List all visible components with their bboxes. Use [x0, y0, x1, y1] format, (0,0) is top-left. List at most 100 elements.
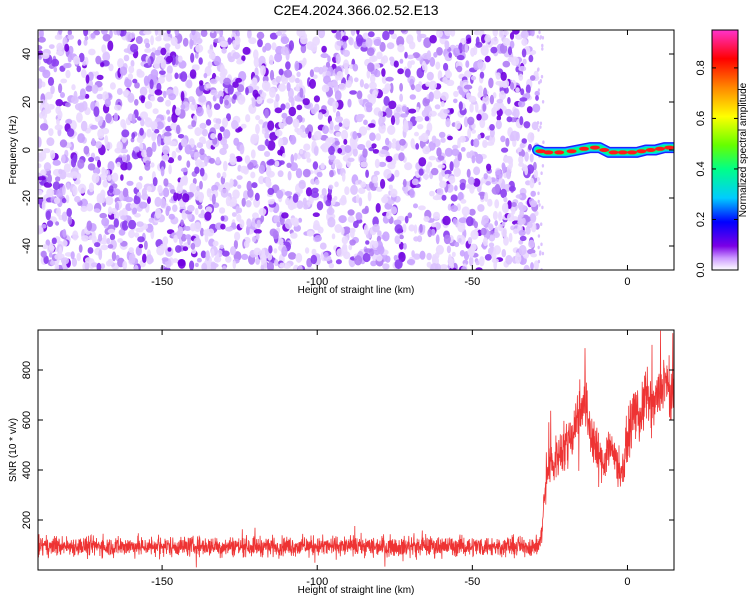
noise-speckle: [176, 124, 181, 135]
noise-speckle: [191, 120, 197, 128]
noise-speckle: [445, 118, 451, 128]
noise-speckle: [196, 142, 204, 149]
noise-speckle: [517, 147, 522, 153]
noise-speckle: [542, 140, 545, 144]
spectrogram-y-tick-label: 40: [21, 48, 33, 60]
noise-speckle: [459, 135, 466, 143]
noise-speckle: [132, 207, 138, 215]
noise-speckle: [93, 106, 100, 117]
noise-speckle: [258, 119, 264, 125]
noise-speckle: [508, 232, 513, 243]
noise-speckle: [334, 140, 340, 146]
noise-speckle: [343, 138, 348, 145]
noise-speckle: [140, 95, 145, 104]
noise-speckle: [47, 76, 55, 86]
noise-speckle: [104, 135, 109, 145]
noise-speckle: [337, 147, 343, 154]
noise-speckle: [444, 30, 452, 37]
noise-speckle: [225, 255, 232, 263]
noise-speckle: [80, 120, 88, 132]
noise-speckle: [368, 123, 376, 128]
noise-speckle: [255, 233, 260, 240]
noise-speckle: [406, 34, 414, 45]
noise-speckle: [58, 253, 65, 259]
noise-speckle: [38, 137, 42, 148]
noise-speckle: [90, 32, 96, 39]
noise-speckle: [48, 128, 54, 137]
noise-speckle: [130, 202, 138, 210]
noise-speckle: [483, 87, 488, 98]
noise-speckle: [309, 69, 314, 78]
noise-speckle: [250, 171, 256, 179]
noise-speckle: [399, 138, 406, 146]
noise-speckle: [266, 170, 275, 178]
noise-speckle: [418, 157, 427, 167]
noise-speckle: [221, 47, 227, 54]
noise-speckle: [359, 99, 363, 106]
noise-speckle: [349, 227, 356, 234]
noise-speckle: [133, 264, 139, 270]
noise-speckle: [275, 75, 282, 83]
noise-speckle: [90, 124, 98, 130]
noise-speckle: [123, 91, 129, 98]
noise-speckle: [382, 231, 390, 242]
noise-speckle: [391, 142, 397, 149]
noise-speckle: [333, 196, 338, 201]
noise-speckle: [422, 173, 430, 180]
noise-speckle: [55, 99, 63, 107]
noise-speckle: [83, 145, 90, 155]
noise-speckle: [247, 162, 254, 170]
noise-speckle: [489, 94, 494, 105]
noise-speckle: [334, 181, 339, 188]
noise-speckle: [502, 30, 509, 36]
noise-speckle: [393, 254, 398, 262]
noise-speckle: [491, 251, 497, 261]
noise-speckle: [236, 59, 244, 65]
snr-y-axis-label: SNR (10 * v/v): [8, 418, 19, 482]
noise-speckle: [518, 73, 524, 81]
noise-speckle: [150, 35, 155, 46]
spectrogram-y-axis-label: Frequency (Hz): [8, 116, 19, 185]
noise-speckle: [76, 112, 83, 123]
noise-speckle: [390, 206, 398, 215]
noise-speckle: [515, 252, 520, 257]
noise-speckle: [275, 93, 280, 102]
noise-speckle: [407, 212, 413, 219]
noise-speckle: [295, 83, 300, 92]
spectrogram-y-tick-label: 0: [21, 147, 33, 153]
noise-speckle: [222, 265, 227, 270]
noise-speckle: [382, 30, 390, 41]
noise-speckle: [155, 36, 162, 42]
noise-speckle: [211, 193, 216, 205]
noise-speckle: [255, 257, 260, 265]
noise-speckle: [505, 254, 513, 265]
noise-speckle: [184, 226, 191, 231]
noise-speckle: [199, 122, 207, 129]
noise-speckle: [347, 215, 355, 223]
noise-speckle: [225, 196, 231, 207]
noise-speckle: [41, 200, 46, 211]
noise-speckle: [228, 56, 235, 63]
noise-speckle: [46, 220, 54, 228]
noise-speckle: [157, 30, 165, 37]
noise-speckle: [519, 235, 527, 242]
noise-speckle: [131, 132, 136, 140]
noise-speckle: [122, 187, 129, 198]
noise-speckle: [403, 243, 407, 250]
noise-speckle: [380, 149, 389, 155]
noise-speckle: [541, 47, 544, 51]
noise-speckle: [54, 124, 63, 131]
noise-speckle: [310, 254, 318, 265]
noise-speckle: [344, 67, 349, 76]
noise-speckle: [210, 263, 219, 268]
noise-speckle: [366, 69, 371, 79]
noise-speckle: [296, 104, 303, 111]
noise-speckle: [138, 175, 143, 181]
noise-speckle: [163, 131, 172, 137]
noise-speckle: [429, 34, 437, 44]
noise-speckle: [190, 242, 196, 250]
noise-speckle: [342, 243, 348, 250]
noise-speckle: [193, 151, 198, 162]
noise-speckle: [398, 152, 405, 162]
noise-speckle: [459, 182, 466, 191]
